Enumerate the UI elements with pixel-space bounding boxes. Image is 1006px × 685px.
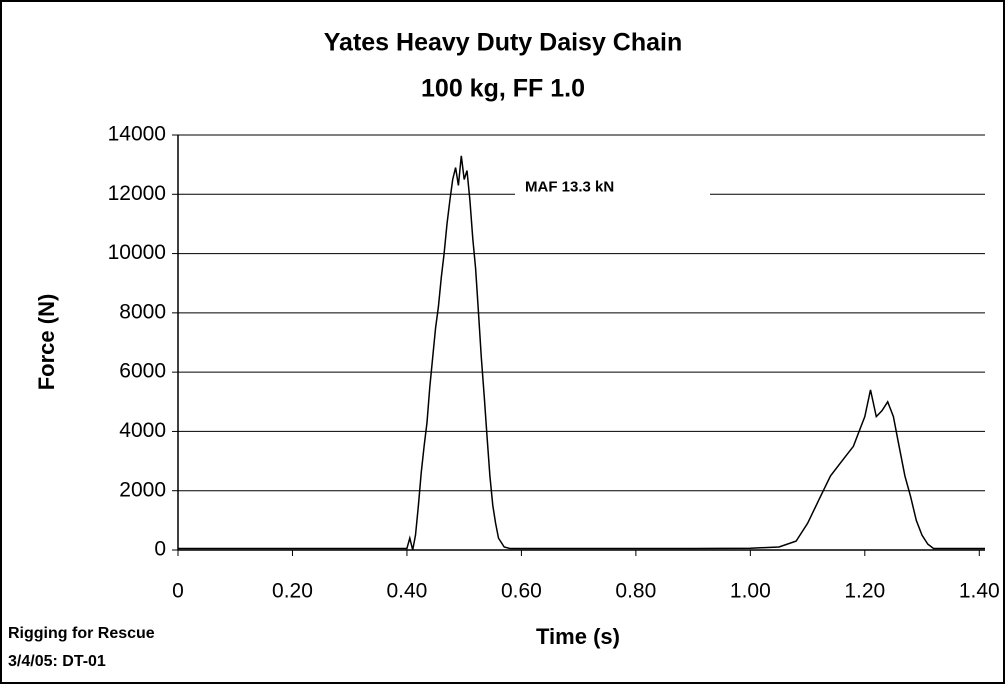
y-tick-label: 8000 — [119, 300, 166, 323]
annotation-box — [515, 180, 710, 207]
y-tick-label: 0 — [154, 538, 166, 561]
y-tick-label: 10000 — [108, 241, 166, 264]
x-tick-label: 0.40 — [386, 580, 427, 603]
x-tick-label: 1.00 — [730, 580, 771, 603]
x-tick-label: 0.60 — [501, 580, 542, 603]
chart-subtitle: 100 kg, FF 1.0 — [421, 75, 585, 103]
x-axis-title: Time (s) — [536, 624, 620, 649]
footnote: Rigging for Rescue — [8, 625, 155, 642]
x-tick-label: 1.20 — [844, 580, 885, 603]
annotation: MAF 13.3 kN — [525, 178, 614, 195]
x-tick-label: 0 — [172, 580, 184, 603]
line-series — [178, 155, 985, 551]
y-tick-label: 2000 — [119, 478, 166, 501]
x-tick-label: 0.80 — [615, 580, 656, 603]
y-tick-label: 4000 — [119, 419, 166, 442]
x-tick-label: 1.40 — [959, 580, 1000, 603]
footnote: 3/4/05: DT-01 — [8, 653, 106, 670]
x-tick-label: 0.20 — [272, 580, 313, 603]
y-tick-label: 12000 — [108, 182, 166, 205]
chart-title: Yates Heavy Duty Daisy Chain — [324, 29, 683, 57]
y-axis-title: Force (N) — [34, 294, 59, 391]
y-tick-label: 14000 — [108, 123, 166, 146]
y-tick-label: 6000 — [119, 360, 166, 383]
